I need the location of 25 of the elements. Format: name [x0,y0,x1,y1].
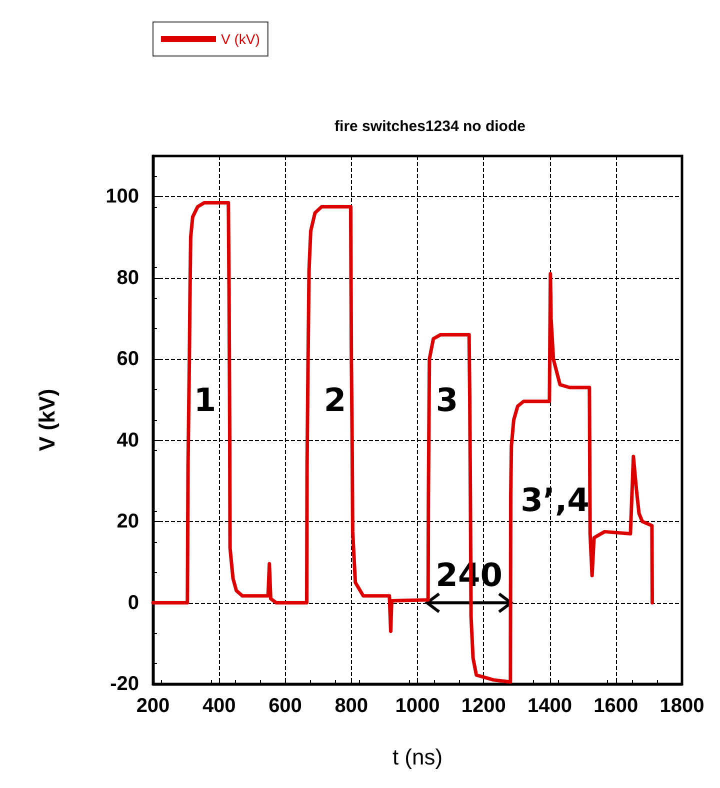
legend-label: V (kV) [221,31,260,47]
annotation: 1 [194,381,216,419]
y-tick-label: 100 [106,186,139,208]
x-tick-label: 1600 [594,695,638,717]
x-tick-label: 1000 [395,695,440,717]
y-axis-title: V (kV) [34,388,60,452]
x-axis-title: t (ns) [392,744,443,770]
line-series [151,200,654,684]
x-tick-label: 200 [136,695,170,717]
x-tick-label: 1200 [461,695,506,717]
y-tick-label: 20 [116,510,139,533]
x-tick-label: 400 [202,695,236,717]
x-tick-label: 1400 [528,695,572,717]
x-tick-label: 1800 [660,695,704,717]
y-tick-label: 60 [116,348,139,370]
x-tick-label: 600 [268,695,302,717]
annotation: 2 [324,381,346,419]
chart-title: fire switches1234 no diode [334,118,526,135]
y-tick-label: -20 [110,673,139,695]
annotation: 3’,4 [520,481,590,519]
y-tick-label: 0 [128,592,139,614]
annotation: 3 [436,381,458,419]
y-tick-label: 80 [116,266,139,289]
x-tick-label: 800 [334,695,368,717]
y-tick-label: 40 [116,429,139,452]
